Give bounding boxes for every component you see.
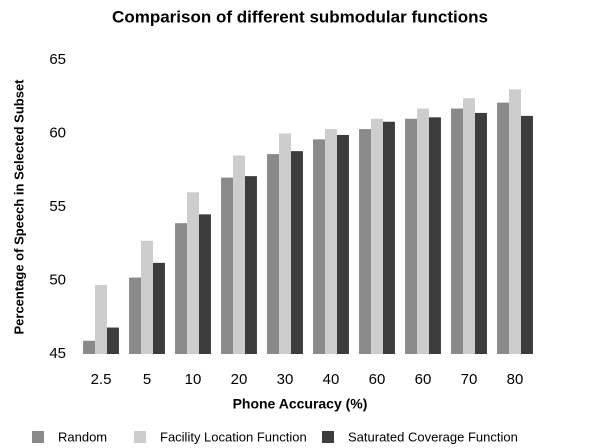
x-tick-label: 80: [507, 371, 524, 388]
y-tick-label: 45: [49, 345, 66, 362]
x-tick-label: 20: [231, 371, 248, 388]
legend-swatch: [32, 431, 44, 443]
y-tick-label: 60: [49, 124, 66, 141]
x-tick-label: 2.5: [91, 371, 112, 388]
bar: [371, 118, 383, 354]
bar: [221, 177, 234, 354]
bar: [509, 89, 521, 355]
bar: [325, 129, 337, 354]
bar: [152, 262, 165, 354]
bar: [95, 284, 107, 354]
bar: [520, 115, 533, 354]
bar: [382, 121, 395, 355]
legend-label: Random: [58, 429, 107, 444]
bar: [233, 155, 245, 354]
x-tick-label: 60: [415, 371, 432, 388]
y-tick-label: 55: [49, 198, 66, 215]
bar: [405, 118, 418, 354]
bar: [336, 134, 349, 354]
bar: [428, 117, 441, 354]
bar: [187, 192, 199, 354]
bar: [198, 214, 211, 354]
bar: [313, 139, 326, 354]
bar: [474, 112, 487, 354]
x-tick-label: 70: [461, 371, 478, 388]
bar: [106, 327, 119, 354]
legend-swatch: [322, 431, 334, 443]
x-axis-label: Phone Accuracy (%): [233, 396, 368, 412]
x-tick-label: 30: [277, 371, 294, 388]
chart-title: Comparison of different submodular funct…: [112, 7, 488, 26]
bar: [497, 102, 510, 354]
bar: [290, 151, 303, 354]
x-tick-label: 10: [185, 371, 202, 388]
x-tick-label: 5: [143, 371, 151, 388]
bar: [175, 223, 188, 354]
y-tick-label: 50: [49, 271, 66, 288]
legend-label: Saturated Coverage Function: [348, 429, 518, 444]
legend-swatch: [134, 431, 146, 443]
bar: [129, 277, 142, 354]
bar: [267, 154, 280, 354]
legend-label: Facility Location Function: [160, 429, 307, 444]
x-tick-label: 40: [323, 371, 340, 388]
bar: [244, 176, 257, 354]
bar: [83, 340, 96, 354]
x-tick-label: 60: [369, 371, 386, 388]
bar: [279, 133, 291, 354]
y-tick-label: 65: [49, 51, 66, 68]
bar: [463, 98, 475, 354]
y-axis-label: Percentage of Speech in Selected Subset: [11, 79, 26, 335]
bar: [359, 129, 372, 354]
bar: [417, 108, 429, 354]
bar: [141, 240, 153, 354]
bar: [451, 108, 464, 354]
